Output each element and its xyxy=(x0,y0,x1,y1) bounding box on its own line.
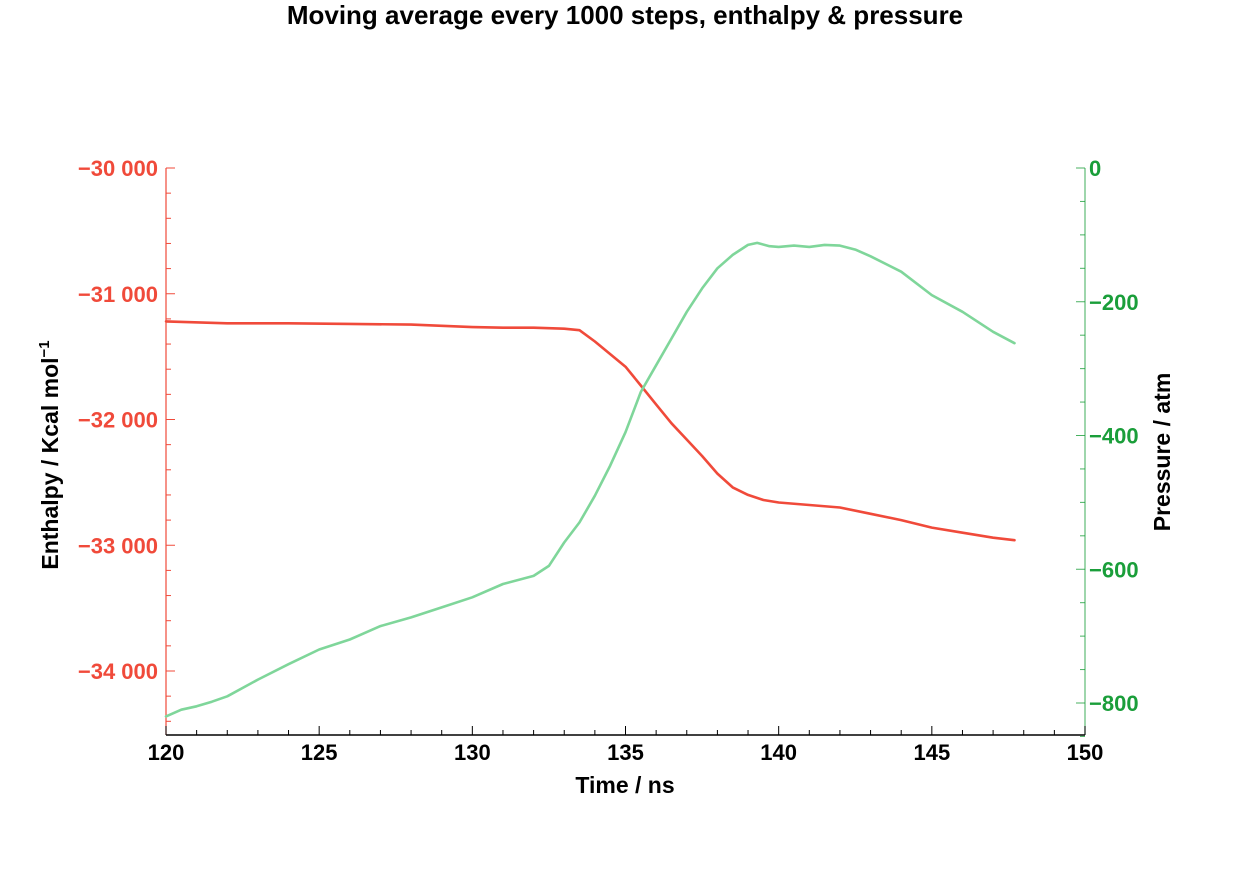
x-tick-label: 120 xyxy=(148,740,185,765)
left-tick-label: −31 000 xyxy=(78,282,158,307)
left-tick-label: −32 000 xyxy=(78,408,158,433)
x-tick-label: 125 xyxy=(301,740,338,765)
right-axis-label: Pressure / atm xyxy=(1149,373,1175,532)
right-tick-label: 0 xyxy=(1089,156,1101,181)
left-axis-ticks: −30 000 −31 000 −32 000 −33 000 −34 000 xyxy=(78,156,175,722)
right-axis-ticks: 0 −200 −400 −600 −800 xyxy=(1076,156,1139,737)
left-tick-label: −33 000 xyxy=(78,533,158,558)
left-tick-label: −30 000 xyxy=(78,156,158,181)
x-tick-label: 150 xyxy=(1067,740,1104,765)
right-tick-label: −600 xyxy=(1089,557,1139,582)
x-tick-label: 135 xyxy=(607,740,644,765)
enthalpy-series-line xyxy=(164,320,1016,542)
right-tick-label: −400 xyxy=(1089,424,1139,449)
x-tick-label: 130 xyxy=(454,740,491,765)
left-tick-label: −34 000 xyxy=(78,659,158,684)
axes xyxy=(165,168,1086,736)
x-axis-ticks: 120 125 130 135 140 145 150 xyxy=(148,726,1104,765)
left-axis-label-superscript: −1 xyxy=(36,340,53,357)
right-tick-label: −800 xyxy=(1089,691,1139,716)
series-layer xyxy=(164,241,1016,718)
right-tick-label: −200 xyxy=(1089,290,1139,315)
x-axis-label: Time / ns xyxy=(575,772,674,798)
left-axis-label: Enthalpy / Kcal mol−1 xyxy=(36,340,63,569)
x-tick-label: 145 xyxy=(913,740,950,765)
pressure-series-line xyxy=(164,241,1016,718)
x-tick-label: 140 xyxy=(760,740,797,765)
left-axis-label-text: Enthalpy / Kcal mol xyxy=(37,357,63,569)
chart-title: Moving average every 1000 steps, enthalp… xyxy=(287,0,963,30)
